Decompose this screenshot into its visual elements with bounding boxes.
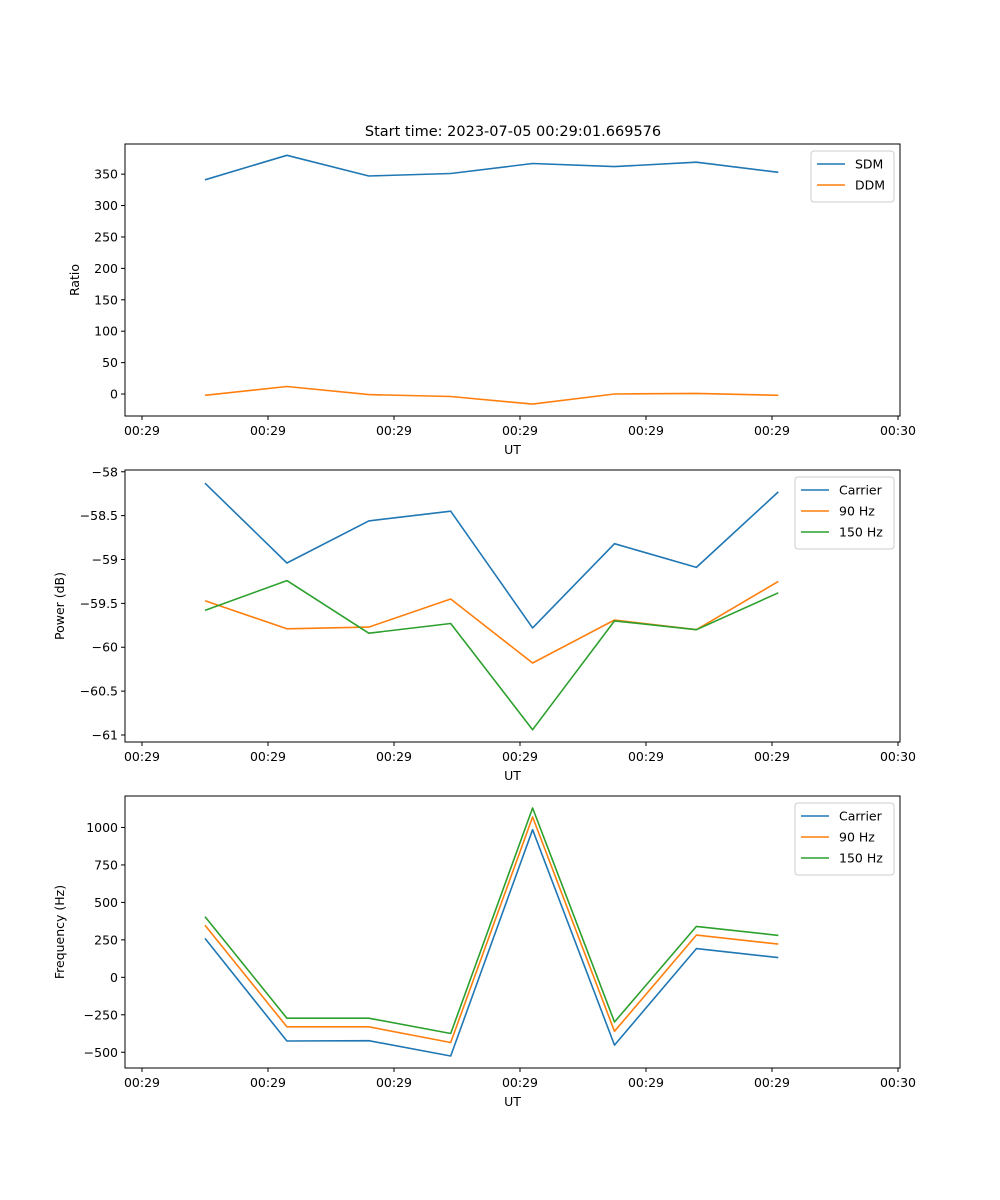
legend-label: SDM bbox=[855, 157, 883, 172]
y-tick-label: 250 bbox=[94, 229, 118, 244]
y-tick-label: 350 bbox=[94, 167, 118, 182]
axes-frame bbox=[124, 469, 901, 743]
legend-label: Carrier bbox=[839, 483, 883, 498]
x-tick-label: 00:29 bbox=[754, 423, 790, 438]
x-tick-label: 00:30 bbox=[880, 423, 916, 438]
x-tick-label: 00:29 bbox=[628, 423, 664, 438]
x-tick-label: 00:29 bbox=[124, 423, 160, 438]
y-tick-label: 750 bbox=[94, 857, 118, 872]
series-line-90-hz bbox=[204, 580, 779, 664]
x-tick-label: 00:29 bbox=[250, 1075, 286, 1090]
y-tick-label: −58 bbox=[92, 464, 118, 479]
x-tick-label: 00:29 bbox=[124, 1075, 160, 1090]
x-axis-label: UT bbox=[504, 442, 521, 457]
y-tick-label: 250 bbox=[94, 932, 118, 947]
legend-box bbox=[794, 476, 895, 550]
y-tick-label: 0 bbox=[110, 387, 118, 402]
x-tick-label: 00:29 bbox=[376, 1075, 412, 1090]
y-tick-label: 500 bbox=[94, 895, 118, 910]
legend-label: 90 Hz bbox=[839, 830, 875, 845]
x-tick-label: 00:29 bbox=[376, 749, 412, 764]
y-tick-label: 0 bbox=[110, 970, 118, 985]
series-line-150-hz bbox=[204, 807, 779, 1035]
y-tick-label: −60.5 bbox=[80, 684, 118, 699]
series-line-carrier bbox=[204, 482, 779, 629]
series-line-ddm bbox=[204, 385, 779, 405]
y-tick-label: 200 bbox=[94, 261, 118, 276]
x-tick-label: 00:29 bbox=[250, 749, 286, 764]
y-tick-label: −250 bbox=[84, 1007, 118, 1022]
figure-title: Start time: 2023-07-05 00:29:01.669576 bbox=[365, 124, 661, 140]
x-axis-label: UT bbox=[504, 1094, 521, 1109]
y-tick-label: −60 bbox=[92, 640, 118, 655]
legend-label: 150 Hz bbox=[839, 851, 883, 866]
x-axis-label: UT bbox=[504, 768, 521, 783]
y-axis-label: Frequency (Hz) bbox=[52, 885, 67, 979]
y-tick-label: 1000 bbox=[86, 820, 118, 835]
legend: Carrier 90 Hz 150 Hz bbox=[794, 802, 895, 876]
panel-ratio: 0 50 100 150 200 250 300 350 00:29 00:29 00:29 00:2… bbox=[67, 143, 916, 457]
x-tick-label: 00:29 bbox=[754, 1075, 790, 1090]
y-tick-label: 300 bbox=[94, 198, 118, 213]
panel-frequency: −500 −250 0 250 500 750 1000 00:29 00:29 00:29 00:… bbox=[52, 795, 916, 1109]
legend-label: 90 Hz bbox=[839, 504, 875, 519]
axes-frame bbox=[124, 795, 901, 1069]
y-tick-label: −59 bbox=[92, 552, 118, 567]
series-line-carrier bbox=[204, 828, 779, 1057]
y-tick-label: −61 bbox=[92, 727, 118, 742]
panel-power: −58 −58.5 −59 −59.5 −60 −60.5 −61 00:29 00:29 00:… bbox=[52, 464, 916, 783]
legend: SDM DDM bbox=[810, 150, 895, 203]
y-tick-label: 100 bbox=[94, 324, 118, 339]
x-tick-label: 00:29 bbox=[376, 423, 412, 438]
y-axis-label: Ratio bbox=[67, 264, 82, 296]
x-tick-label: 00:30 bbox=[880, 1075, 916, 1090]
y-tick-label: 50 bbox=[102, 355, 118, 370]
legend-box bbox=[794, 802, 895, 876]
y-tick-label: −59.5 bbox=[80, 596, 118, 611]
x-tick-label: 00:29 bbox=[502, 1075, 538, 1090]
y-tick-label: 150 bbox=[94, 292, 118, 307]
series-line-90-hz bbox=[204, 816, 779, 1044]
legend-label: Carrier bbox=[839, 809, 883, 824]
series-line-sdm bbox=[204, 154, 779, 181]
x-tick-label: 00:29 bbox=[124, 749, 160, 764]
x-tick-label: 00:29 bbox=[754, 749, 790, 764]
y-axis-label: Power (dB) bbox=[52, 572, 67, 640]
x-tick-label: 00:29 bbox=[502, 749, 538, 764]
x-tick-label: 00:29 bbox=[628, 1075, 664, 1090]
x-tick-label: 00:29 bbox=[628, 749, 664, 764]
legend-label: DDM bbox=[855, 178, 885, 193]
legend: Carrier 90 Hz 150 Hz bbox=[794, 476, 895, 550]
legend-label: 150 Hz bbox=[839, 525, 883, 540]
axes-frame bbox=[124, 143, 901, 417]
x-tick-label: 00:29 bbox=[250, 423, 286, 438]
y-tick-label: −58.5 bbox=[80, 508, 118, 523]
series-line-150-hz bbox=[204, 579, 779, 731]
y-tick-label: −500 bbox=[84, 1045, 118, 1060]
x-tick-label: 00:30 bbox=[880, 749, 916, 764]
x-tick-label: 00:29 bbox=[502, 423, 538, 438]
